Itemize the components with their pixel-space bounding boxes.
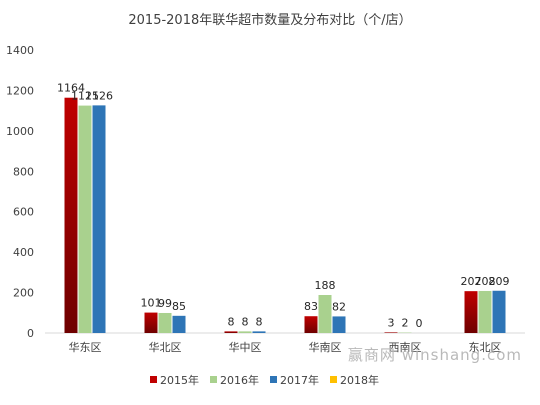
data-label: 208 (475, 275, 496, 288)
bar-3 (92, 105, 106, 333)
y-tick-label: 0 (27, 327, 34, 340)
bar-1 (384, 332, 398, 333)
data-label: 207 (461, 275, 482, 288)
data-label: 3 (388, 316, 395, 329)
chart-title: 2015-2018年联华超市数量及分布对比（个/店） (128, 12, 411, 28)
legend-swatch (330, 376, 337, 383)
watermark-url: winshang.com (401, 346, 522, 364)
data-label: 1164 (57, 82, 85, 95)
x-tick-label: 华中区 (229, 340, 262, 354)
y-tick-label: 1400 (6, 44, 34, 57)
legend-label: 2015年 (160, 373, 199, 387)
watermark-brand: 赢商网 (347, 346, 396, 364)
bar-3 (492, 290, 506, 333)
bar-2 (158, 312, 172, 333)
data-label: 83 (304, 300, 318, 313)
bar-3 (332, 316, 346, 333)
y-tick-label: 600 (13, 206, 34, 219)
bar-2 (318, 294, 332, 333)
data-label: 101 (141, 297, 162, 310)
y-tick-label: 200 (13, 287, 34, 300)
watermark: 赢商网 winshang.com (348, 344, 522, 365)
data-label: 8 (242, 315, 249, 328)
data-label: 0 (416, 317, 423, 330)
data-label: 1125 (71, 90, 99, 103)
bar-3 (252, 331, 266, 333)
data-label: 99 (158, 297, 172, 310)
x-tick-label: 华东区 (69, 340, 102, 354)
y-tick-label: 1000 (6, 125, 34, 138)
data-label: 1126 (85, 89, 113, 102)
data-label: 85 (172, 300, 186, 313)
data-label: 82 (332, 300, 346, 313)
legend-swatch (210, 376, 217, 383)
data-label: 2 (402, 317, 409, 330)
bar-1 (144, 312, 158, 333)
x-tick-label: 西南区 (389, 341, 422, 354)
bar-2 (478, 290, 492, 333)
y-tick-label: 800 (13, 165, 34, 178)
bar-2 (78, 105, 92, 333)
bar-1 (464, 291, 478, 333)
data-label: 188 (315, 279, 336, 292)
legend-label: 2018年 (340, 373, 379, 387)
legend-swatch (270, 376, 277, 383)
data-label: 209 (489, 275, 510, 288)
bar-1 (224, 331, 238, 333)
y-tick-label: 1200 (6, 84, 34, 97)
data-label: 8 (228, 315, 235, 328)
bar-2 (238, 331, 252, 333)
y-tick-label: 400 (13, 246, 34, 259)
legend-label: 2017年 (280, 373, 319, 387)
x-tick-label: 东北区 (469, 341, 502, 354)
x-tick-label: 华南区 (309, 340, 342, 354)
legend-label: 2016年 (220, 373, 259, 387)
bar-3 (172, 315, 186, 333)
bar-1 (64, 97, 78, 333)
bar-1 (304, 316, 318, 333)
legend-swatch (150, 376, 157, 383)
x-tick-label: 华北区 (149, 340, 182, 354)
data-label: 8 (256, 315, 263, 328)
